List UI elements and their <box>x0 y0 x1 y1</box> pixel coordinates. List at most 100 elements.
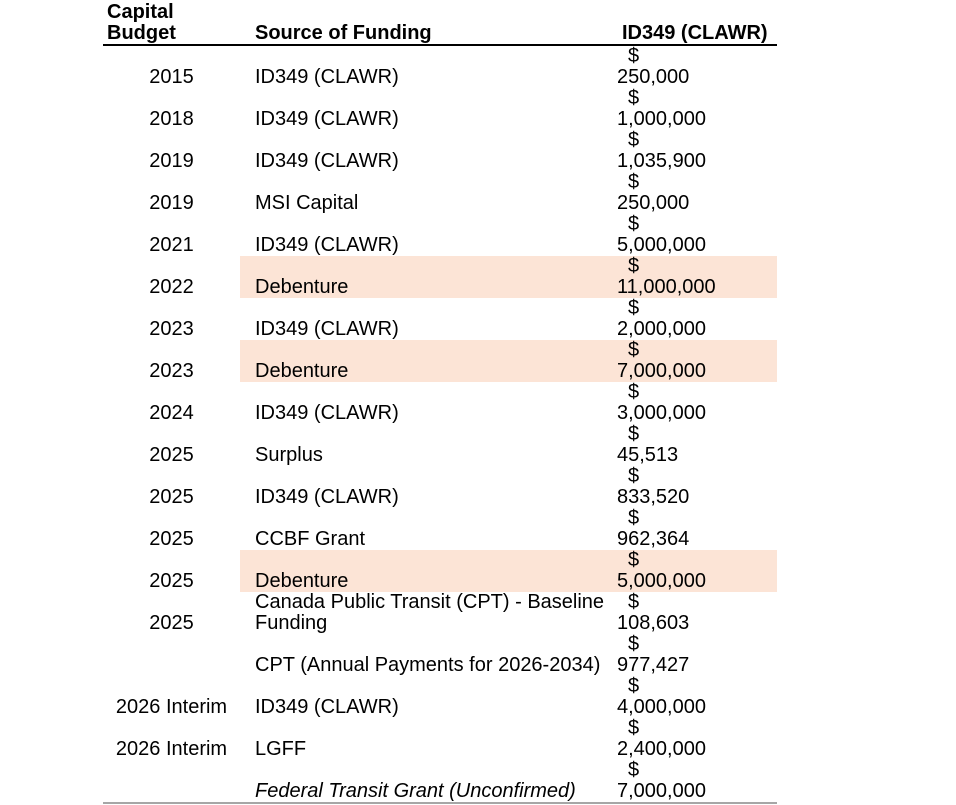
amount-cell: $ 11,000,000 <box>612 256 777 298</box>
year-label: 2015 <box>149 66 194 88</box>
year-label: 2024 <box>149 402 194 424</box>
table-row: 2021 ID349 (CLAWR) $ 5,000,000 <box>103 214 777 256</box>
year-cell <box>103 760 240 802</box>
table-header: Capital Budget Source of Funding ID349 (… <box>103 0 777 46</box>
amount-cell: $ 2,400,000 <box>612 718 777 760</box>
source-cell: ID349 (CLAWR) <box>240 46 612 88</box>
table-row: 2025 Canada Public Transit (CPT) - Basel… <box>103 592 777 634</box>
amount-cell: $ 45,513 <box>612 424 777 466</box>
amount-cell: $ 250,000 <box>612 172 777 214</box>
year-cell: 2025 <box>103 592 240 634</box>
table-row: 2023 ID349 (CLAWR) $ 2,000,000 <box>103 298 777 340</box>
amount-cell: $ 977,427 <box>612 634 777 676</box>
year-cell: 2015 <box>103 46 240 88</box>
dollar-sign: $ <box>628 634 640 655</box>
amount-cell: $ 108,603 <box>612 592 777 634</box>
source-label: ID349 (CLAWR) <box>255 234 399 256</box>
table-row: 2026 Interim ID349 (CLAWR) $ 4,000,000 <box>103 676 777 718</box>
amount-cell: $ 7,000,000 <box>612 760 777 802</box>
table-row: 2023 Debenture $ 7,000,000 <box>103 340 777 382</box>
year-cell: 2024 <box>103 382 240 424</box>
amount-value: 833,520 <box>617 486 690 508</box>
source-cell: ID349 (CLAWR) <box>240 214 612 256</box>
source-cell: Federal Transit Grant (Unconfirmed) <box>240 760 612 802</box>
amount-cell: $ 4,000,000 <box>612 676 777 718</box>
amount-cell: $ 5,000,000 <box>612 214 777 256</box>
amount-cell: $ 5,000,000 <box>612 550 777 592</box>
source-label: Debenture <box>255 276 349 298</box>
year-cell: 2025 <box>103 550 240 592</box>
source-cell: ID349 (CLAWR) <box>240 676 612 718</box>
amount-value: 5,000,000 <box>617 234 706 256</box>
source-label: MSI Capital <box>255 192 359 214</box>
amount-cell: $ 7,000,000 <box>612 340 777 382</box>
amount-value: 45,513 <box>617 444 679 466</box>
year-label: 2025 <box>149 612 194 634</box>
source-label: ID349 (CLAWR) <box>255 318 399 340</box>
year-cell: 2021 <box>103 214 240 256</box>
year-cell: 2025 <box>103 424 240 466</box>
amount-cell: $ 833,520 <box>612 466 777 508</box>
year-label: 2023 <box>149 360 194 382</box>
dollar-sign: $ <box>628 550 640 571</box>
year-label: 2018 <box>149 108 194 130</box>
source-cell: CCBF Grant <box>240 508 612 550</box>
amount-value: 1,000,000 <box>617 108 706 130</box>
source-label: ID349 (CLAWR) <box>255 486 399 508</box>
amount-cell: $ 1,000,000 <box>612 88 777 130</box>
year-label: 2019 <box>149 192 194 214</box>
amount-cell: $ 1,035,900 <box>612 130 777 172</box>
year-label: 2026 Interim <box>115 738 228 760</box>
dollar-sign: $ <box>628 298 640 319</box>
year-label: 2023 <box>149 318 194 340</box>
dollar-sign: $ <box>628 172 640 193</box>
table-row: Federal Transit Grant (Unconfirmed) $ 7,… <box>103 760 777 802</box>
year-label: 2022 <box>149 276 194 298</box>
year-cell: 2019 <box>103 172 240 214</box>
dollar-sign: $ <box>628 214 640 235</box>
amount-value: 962,364 <box>617 528 690 550</box>
table-row: 2025 Debenture $ 5,000,000 <box>103 550 777 592</box>
table-row: 2018 ID349 (CLAWR) $ 1,000,000 <box>103 88 777 130</box>
source-label: Debenture <box>255 360 349 382</box>
source-label: ID349 (CLAWR) <box>255 696 399 718</box>
year-cell: 2026 Interim <box>103 718 240 760</box>
amount-value: 250,000 <box>617 192 690 214</box>
dollar-sign: $ <box>628 46 640 67</box>
source-cell: CPT (Annual Payments for 2026-2034) <box>240 634 612 676</box>
source-label: ID349 (CLAWR) <box>255 150 399 172</box>
source-cell: LGFF <box>240 718 612 760</box>
amount-value: 7,000,000 <box>617 780 706 802</box>
amount-cell: $ 250,000 <box>612 46 777 88</box>
header-source-of-funding: Source of Funding <box>255 22 432 44</box>
year-label: 2026 Interim <box>115 696 228 718</box>
source-label: CCBF Grant <box>255 528 366 550</box>
dollar-sign: $ <box>628 508 640 529</box>
source-label: LGFF <box>255 738 307 760</box>
table-row: 2019 ID349 (CLAWR) $ 1,035,900 <box>103 130 777 172</box>
source-cell: Debenture <box>240 340 612 382</box>
source-cell: Debenture <box>240 550 612 592</box>
source-label: ID349 (CLAWR) <box>255 66 399 88</box>
source-label: Surplus <box>255 444 323 466</box>
source-label: Federal Transit Grant (Unconfirmed) <box>255 780 576 802</box>
source-label: ID349 (CLAWR) <box>255 108 399 130</box>
year-label: 2025 <box>149 486 194 508</box>
table-row: 2025 Surplus $ 45,513 <box>103 424 777 466</box>
amount-value: 2,400,000 <box>617 738 706 760</box>
source-cell: Debenture <box>240 256 612 298</box>
table-row: 2025 CCBF Grant $ 962,364 <box>103 508 777 550</box>
amount-cell: $ 2,000,000 <box>612 298 777 340</box>
source-label: ID349 (CLAWR) <box>255 402 399 424</box>
amount-value: 7,000,000 <box>617 360 706 382</box>
amount-cell: $ 962,364 <box>612 508 777 550</box>
source-cell: Canada Public Transit (CPT) - Baseline F… <box>240 592 612 634</box>
source-label: CPT (Annual Payments for 2026-2034) <box>255 654 601 676</box>
dollar-sign: $ <box>628 382 640 403</box>
dollar-sign: $ <box>628 760 640 781</box>
dollar-sign: $ <box>628 676 640 697</box>
dollar-sign: $ <box>628 340 640 361</box>
year-cell: 2026 Interim <box>103 676 240 718</box>
dollar-sign: $ <box>628 718 640 739</box>
source-label: Canada Public Transit (CPT) - Baseline F… <box>255 592 605 634</box>
